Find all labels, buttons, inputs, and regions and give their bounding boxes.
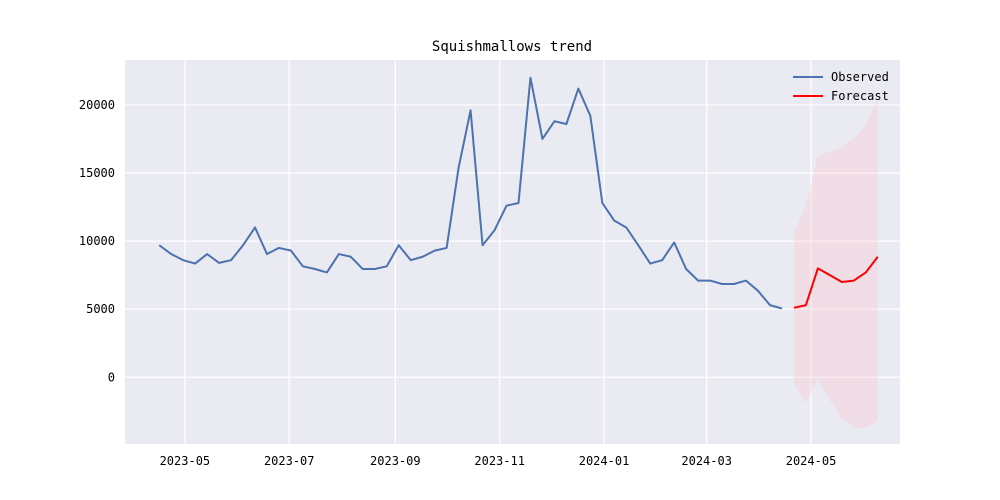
x-tick-label: 2023-05 [160,454,211,468]
y-tick-label: 5000 [86,302,115,316]
legend-forecast-label: Forecast [831,89,889,103]
legend: Observed Forecast [793,70,889,103]
x-tick-label: 2024-05 [786,454,837,468]
series-layer [158,76,879,310]
y-tick-labels: 0 5000 10000 15000 20000 [79,98,115,384]
y-tick-label: 10000 [79,234,115,248]
x-tick-label: 2024-03 [681,454,732,468]
series-line-observed [158,76,783,310]
x-tick-label: 2023-07 [264,454,315,468]
legend-observed-label: Observed [831,70,889,84]
series-line-forecast [793,256,879,309]
forecast-interval-layer [793,98,878,428]
x-tick-labels: 2023-05 2023-07 2023-09 2023-11 2024-01 2024-… [160,454,837,468]
x-tick-label: 2023-09 [370,454,421,468]
y-tick-label: 20000 [79,98,115,112]
forecast-interval-band [793,98,878,428]
x-tick-label: 2024-01 [579,454,630,468]
plot-background [125,60,900,444]
x-tick-label: 2023-11 [474,454,525,468]
y-tick-label: 0 [108,370,115,384]
y-tick-label: 15000 [79,166,115,180]
chart-title: Squishmallows trend [432,39,592,55]
